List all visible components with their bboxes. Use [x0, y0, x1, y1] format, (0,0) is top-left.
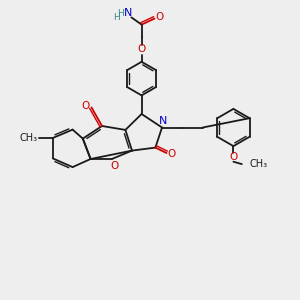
- Text: N: N: [159, 116, 168, 127]
- Text: N: N: [124, 8, 133, 19]
- Text: CH₃: CH₃: [249, 159, 267, 169]
- Text: O: O: [81, 101, 90, 111]
- Text: O: O: [137, 44, 146, 55]
- Text: H: H: [117, 9, 123, 18]
- Text: O: O: [111, 160, 119, 171]
- Text: O: O: [168, 148, 176, 159]
- Text: H: H: [114, 13, 120, 22]
- Text: O: O: [229, 152, 238, 162]
- Text: CH₃: CH₃: [20, 133, 38, 143]
- Text: O: O: [155, 12, 164, 22]
